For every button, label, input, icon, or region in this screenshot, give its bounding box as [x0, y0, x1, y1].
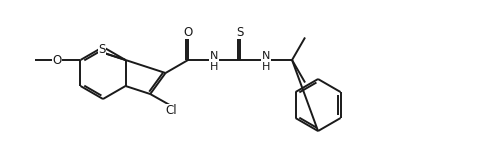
Text: N
H: N H [210, 51, 218, 72]
Text: N
H: N H [262, 51, 270, 72]
Text: Cl: Cl [166, 104, 177, 117]
Text: S: S [98, 44, 106, 57]
Text: O: O [52, 53, 62, 66]
Text: S: S [236, 26, 244, 39]
Text: O: O [183, 26, 193, 39]
